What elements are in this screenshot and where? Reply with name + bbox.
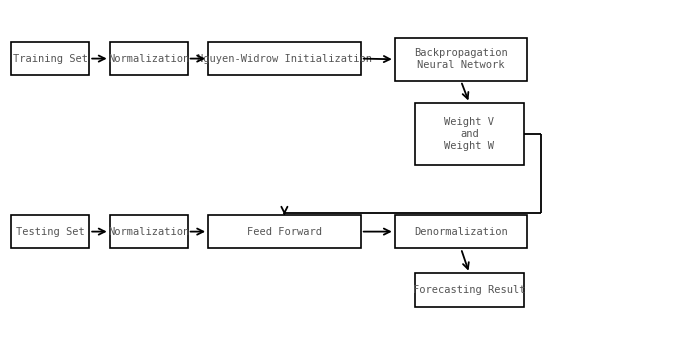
Text: Denormalization: Denormalization: [414, 227, 508, 237]
FancyBboxPatch shape: [415, 103, 523, 165]
Text: Normalization: Normalization: [108, 54, 189, 64]
Text: Nguyen-Widrow Initialization: Nguyen-Widrow Initialization: [197, 54, 372, 64]
Text: Training Set: Training Set: [13, 54, 88, 64]
Text: Feed Forward: Feed Forward: [247, 227, 322, 237]
FancyBboxPatch shape: [110, 215, 188, 248]
FancyBboxPatch shape: [11, 42, 89, 75]
Text: Backpropagation
Neural Network: Backpropagation Neural Network: [414, 48, 508, 70]
Text: Weight V
and
Weight W: Weight V and Weight W: [445, 117, 495, 151]
Text: Normalization: Normalization: [108, 227, 189, 237]
Text: Testing Set: Testing Set: [16, 227, 84, 237]
FancyBboxPatch shape: [11, 215, 89, 248]
FancyBboxPatch shape: [394, 38, 527, 81]
FancyBboxPatch shape: [208, 42, 361, 75]
FancyBboxPatch shape: [394, 215, 527, 248]
FancyBboxPatch shape: [208, 215, 361, 248]
Text: Forecasting Result: Forecasting Result: [413, 285, 525, 295]
FancyBboxPatch shape: [415, 273, 523, 307]
FancyBboxPatch shape: [110, 42, 188, 75]
